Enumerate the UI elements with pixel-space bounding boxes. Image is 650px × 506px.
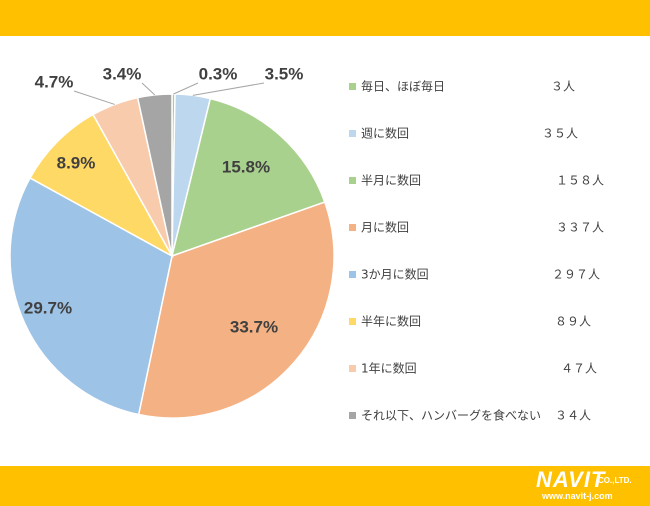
logo-name: NAVIT xyxy=(536,467,606,492)
legend-count-6: ４７人 xyxy=(561,362,597,376)
pie-slice-4 xyxy=(9,176,173,416)
pie-slice-5 xyxy=(29,113,174,258)
top-banner xyxy=(0,0,650,36)
legend-label-2: 半月に数回 xyxy=(361,173,421,188)
legend-label-3: 月に数回 xyxy=(361,220,409,235)
percent-label-2: 15.8% xyxy=(222,157,270,176)
percent-label-7: 3.4% xyxy=(103,64,142,83)
percent-label-1: 3.5% xyxy=(265,64,304,83)
legend-swatch-2 xyxy=(349,177,356,184)
logo-suffix: CO.,LTD. xyxy=(598,476,632,485)
percent-label-4: 29.7% xyxy=(24,298,72,317)
percent-label-3: 33.7% xyxy=(230,317,278,336)
leader-line-0 xyxy=(173,82,199,95)
percent-label-0: 0.3% xyxy=(199,64,238,83)
legend-label-5: 半年に数回 xyxy=(361,314,421,329)
leader-lines xyxy=(73,82,265,105)
leader-line-1 xyxy=(192,82,265,96)
legend-label-1: 週に数回 xyxy=(361,126,409,141)
legend-label-0: 毎日、ほぼ毎日 xyxy=(361,79,445,94)
legend-count-5: ８９人 xyxy=(555,315,591,329)
legend-swatch-3 xyxy=(349,224,356,231)
legend-label-6: 1年に数回 xyxy=(361,361,417,376)
legend-swatch-4 xyxy=(349,271,356,278)
legend-count-4: ２９７人 xyxy=(552,268,600,282)
bottom-banner xyxy=(0,466,650,506)
legend-label-4: 3か月に数回 xyxy=(361,267,429,282)
leader-line-7 xyxy=(141,82,156,96)
pie-slice-3 xyxy=(137,201,335,419)
legend-count-0: ３人 xyxy=(551,80,575,94)
pie-chart: 0.3% 3.5% 15.8% 33.7% 29.7% 8.9% 4.7% 3.4% 毎日、ほ… xyxy=(9,64,604,423)
legend-swatch-0 xyxy=(349,83,356,90)
percent-label-5: 8.9% xyxy=(57,153,96,172)
logo-url: www.navit-j.com xyxy=(542,491,613,501)
legend-count-1: ３５人 xyxy=(542,127,578,141)
pie-slices xyxy=(9,93,335,419)
legend-label-7: それ以下、ハンバーグを食べない xyxy=(361,408,541,423)
percent-label-6: 4.7% xyxy=(35,72,74,91)
legend-swatch-5 xyxy=(349,318,356,325)
company-logo: NAVIT CO.,LTD. www.navit-j.com xyxy=(534,468,634,504)
pie-slice-2 xyxy=(170,97,326,258)
legend-count-2: １５８人 xyxy=(556,174,604,188)
leader-line-6 xyxy=(73,90,115,105)
legend-count-7: ３４人 xyxy=(555,409,591,423)
legend-swatch-6 xyxy=(349,365,356,372)
legend-swatch-7 xyxy=(349,412,356,419)
legend-swatch-1 xyxy=(349,130,356,137)
legend-count-3: ３３７人 xyxy=(556,221,604,235)
pie-slice-7 xyxy=(136,93,173,257)
percent-labels: 0.3% 3.5% 15.8% 33.7% 29.7% 8.9% 4.7% 3.4% xyxy=(24,64,303,336)
